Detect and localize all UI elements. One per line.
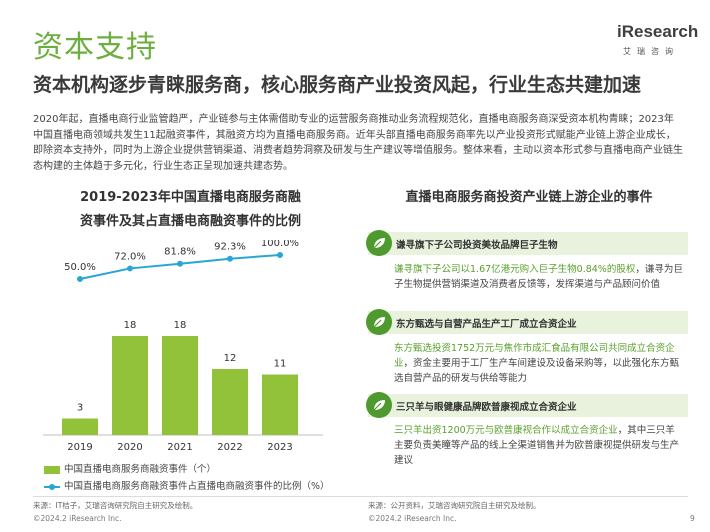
event-heading-text: 三只羊与眼健康品牌欧普康视成立合资企业 xyxy=(396,402,577,413)
bar xyxy=(62,418,98,435)
chart-source: 来源：IT桔子，艾瑞咨询研究院自主研究及绘制。 xyxy=(33,501,198,510)
chart-title: 2019-2023年中国直播电商服务商融 资事件及其占直播电商融资事件的比例 xyxy=(33,186,348,234)
leaf-icon xyxy=(366,392,392,418)
ratio-value-label: 72.0% xyxy=(114,251,146,262)
event-body-2: 东方甄选投资1752万元与焦作市成汇食品有限公司共同成立合资企业，资金主要用于工… xyxy=(394,341,684,386)
page-title: 资本支持 xyxy=(33,30,157,65)
ratio-value-label: 92.3% xyxy=(214,242,246,253)
event-heading-text: 东方甄选与自营产品生产工厂成立合资企业 xyxy=(396,319,577,330)
x-tick-label: 2021 xyxy=(167,442,192,453)
bar-value-label: 12 xyxy=(224,353,237,364)
legend-bar-label: 中国直播电商服务商融资事件（个） xyxy=(64,464,217,475)
financing-chart: 3 2019 18 2020 18 2021 12 2022 11 2023 50.0% 72.0% 8… xyxy=(43,240,323,453)
event-heading-1: 谦寻旗下子公司投资美妆品牌巨子生物 xyxy=(366,230,688,256)
bar xyxy=(212,369,248,435)
event-detail: ，谦寻为巨子生物提供营销渠道及消费者反馈等，发挥渠道与产品顾问价值 xyxy=(394,264,683,290)
leaf-icon xyxy=(366,230,392,256)
event-body-1: 谦寻旗下子公司以1.67亿港元购入巨子生物0.84%的股权，谦寻为巨子生物提供营… xyxy=(394,262,684,292)
legend-line-label: 中国直播电商服务商融资事件占直播电商融资事件的比例（%） xyxy=(64,481,330,492)
page-subtitle: 资本机构逐步青睐服务商，核心服务商产业投资风起，行业生态共建加速 xyxy=(33,74,642,96)
copyright-left: ©2024.2 iResearch Inc. xyxy=(33,514,122,523)
ratio-point xyxy=(277,252,283,258)
event-body-3: 三只羊出资1200万元与欧普康视合作以成立合资企业，其中三只羊主要负责美瞳等产品… xyxy=(394,423,684,468)
x-tick-label: 2023 xyxy=(267,442,292,453)
legend-line: 中国直播电商服务商融资事件占直播电商融资事件的比例（%） xyxy=(44,478,330,492)
x-tick-label: 2022 xyxy=(217,442,242,453)
intro-paragraph: 2020年起，直播电商行业监管趋严，产业链参与主体需借助专业的运营服务商推动业务… xyxy=(33,114,683,172)
event-highlight: 谦寻旗下子公司以1.67亿港元购入巨子生物0.84%的股权 xyxy=(394,264,636,275)
bar xyxy=(262,374,298,435)
page-number: 9 xyxy=(690,514,695,523)
bar-value-label: 18 xyxy=(174,320,187,331)
iresearch-logo: iResearch 艾瑞咨询 xyxy=(609,22,699,56)
footer-divider xyxy=(33,496,688,497)
events-title: 直播电商服务商投资产业链上游企业的事件 xyxy=(405,190,653,205)
bar xyxy=(112,336,148,435)
ratio-point xyxy=(127,265,133,272)
legend-line-swatch xyxy=(44,483,60,491)
bar-value-label: 3 xyxy=(77,403,83,414)
ratio-value-label: 50.0% xyxy=(64,262,96,273)
event-heading-text: 谦寻旗下子公司投资美妆品牌巨子生物 xyxy=(396,240,558,251)
events-source: 来源：公开资料，艾瑞咨询研究院自主研究及绘制。 xyxy=(368,501,541,510)
chart-title-line-2: 资事件及其占直播电商融资事件的比例 xyxy=(79,214,301,229)
x-tick-label: 2019 xyxy=(67,442,92,453)
ratio-point xyxy=(77,276,83,282)
legend-bar-swatch xyxy=(44,465,60,474)
x-tick-label: 2020 xyxy=(117,442,142,453)
copyright-right: ©2024.2 iResearch Inc. xyxy=(368,514,457,523)
event-detail: ，资金主要用于工厂生产车间建设及设备采购等，以此强化东方甄选自营产品的研发与供给… xyxy=(394,358,680,384)
event-heading-2: 东方甄选与自营产品生产工厂成立合资企业 xyxy=(366,309,688,335)
bar-value-label: 11 xyxy=(274,359,287,370)
logo-tagline: 艾瑞咨询 xyxy=(623,47,679,56)
bar xyxy=(162,336,198,435)
ratio-value-label: 81.8% xyxy=(164,247,196,258)
leaf-icon xyxy=(366,309,392,335)
ratio-point xyxy=(177,260,183,267)
ratio-value-label: 100.0% xyxy=(261,240,299,249)
event-highlight: 三只羊出资1200万元与欧普康视合作以成立合资企业 xyxy=(394,425,618,436)
legend-bar: 中国直播电商服务商融资事件（个） xyxy=(44,461,216,475)
event-detail: ，其中三只羊主要负责美瞳等产品的线上全渠道销售并为欧普康视提供研发与生产建议 xyxy=(394,425,680,466)
bar-value-label: 18 xyxy=(124,320,137,331)
logo-wordmark: iResearch xyxy=(617,22,699,41)
chart-title-line-1: 2019-2023年中国直播电商服务商融 xyxy=(80,190,301,205)
event-heading-3: 三只羊与眼健康品牌欧普康视成立合资企业 xyxy=(366,392,688,418)
ratio-point xyxy=(227,255,233,262)
ratio-line xyxy=(79,254,281,280)
event-highlight: 东方甄选投资1752万元与焦作市成汇食品有限公司共同成立合资企业 xyxy=(394,343,675,369)
